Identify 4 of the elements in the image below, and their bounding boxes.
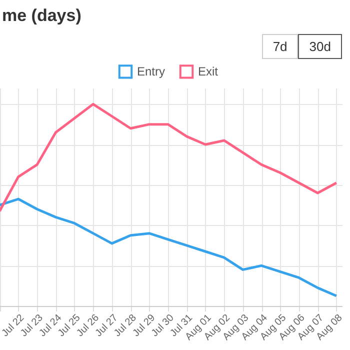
- chart-title: me (days): [2, 6, 82, 26]
- legend-label: Entry: [137, 64, 166, 79]
- range-buttons: 7d 30d: [262, 34, 342, 59]
- legend-label: Exit: [198, 64, 219, 79]
